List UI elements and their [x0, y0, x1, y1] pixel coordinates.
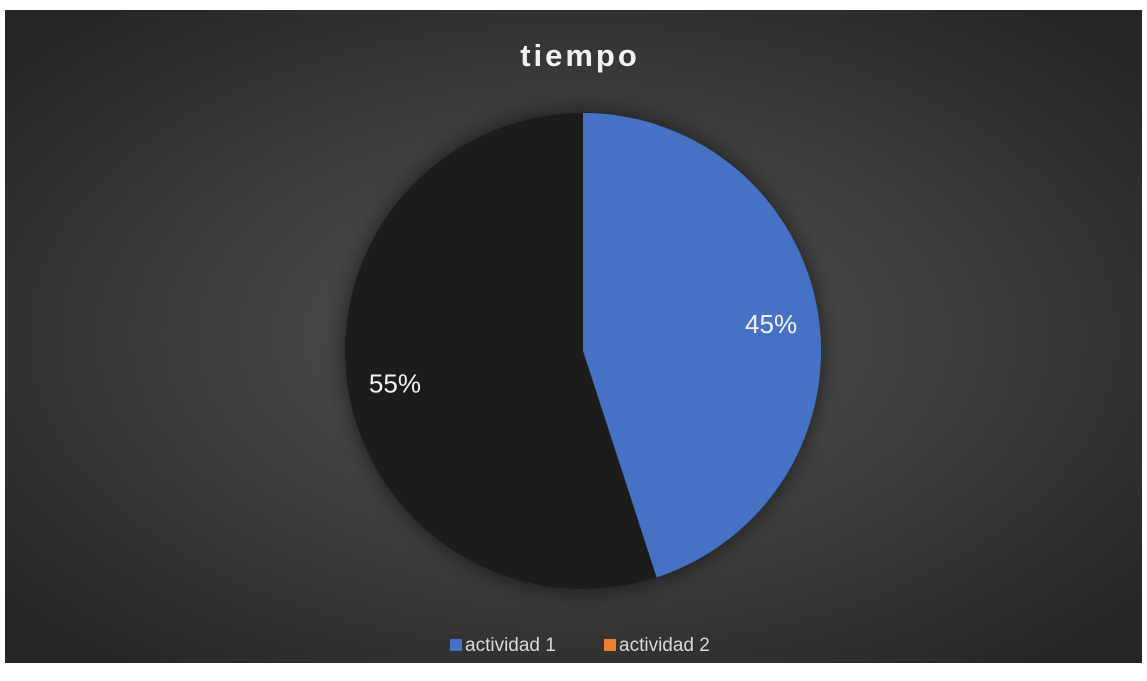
data-label: 45% — [745, 309, 797, 339]
legend-marker — [450, 639, 462, 651]
data-label: 55% — [369, 369, 421, 399]
pie — [345, 113, 821, 589]
legend-label: actividad 2 — [619, 635, 710, 656]
legend-label: actividad 1 — [465, 635, 556, 656]
pie-slice — [345, 113, 657, 589]
pie-slice — [583, 113, 821, 578]
chart-title: tiempo — [520, 38, 640, 73]
legend-marker — [604, 639, 616, 651]
